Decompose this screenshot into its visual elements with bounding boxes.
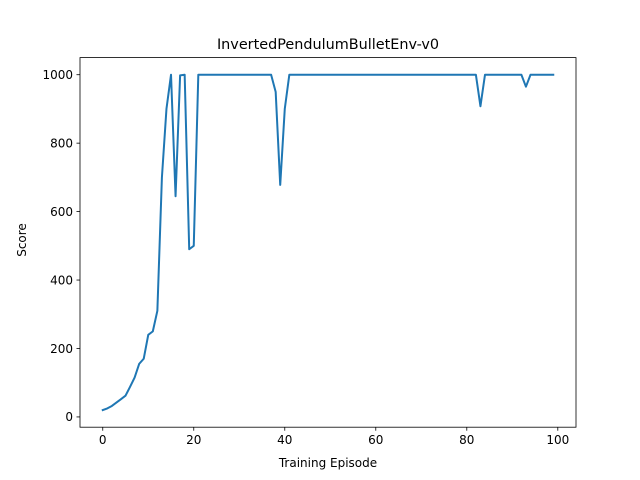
axes-frame [79, 57, 577, 428]
y-axis-label: Score [15, 223, 29, 257]
x-tick-label: 20 [186, 433, 201, 447]
x-axis: 0 20 40 60 80 100 [99, 427, 569, 447]
y-tick-label: 200 [50, 342, 73, 356]
x-tick-label: 40 [277, 433, 292, 447]
y-tick-label: 0 [65, 410, 73, 424]
y-tick-label: 400 [50, 273, 73, 287]
y-tick-label: 1000 [42, 68, 73, 82]
x-tick-label: 100 [546, 433, 569, 447]
series-line [101, 73, 555, 412]
x-tick-label: 60 [368, 433, 383, 447]
y-axis: 0 200 400 600 800 1000 [42, 68, 80, 424]
x-tick-label: 80 [459, 433, 474, 447]
plot-area [101, 73, 555, 412]
y-tick-label: 800 [50, 136, 73, 150]
y-tick-label: 600 [50, 205, 73, 219]
x-tick-label: 0 [99, 433, 107, 447]
x-axis-label: Training Episode [278, 456, 377, 470]
chart-title: InvertedPendulumBulletEnv-v0 [217, 37, 439, 53]
